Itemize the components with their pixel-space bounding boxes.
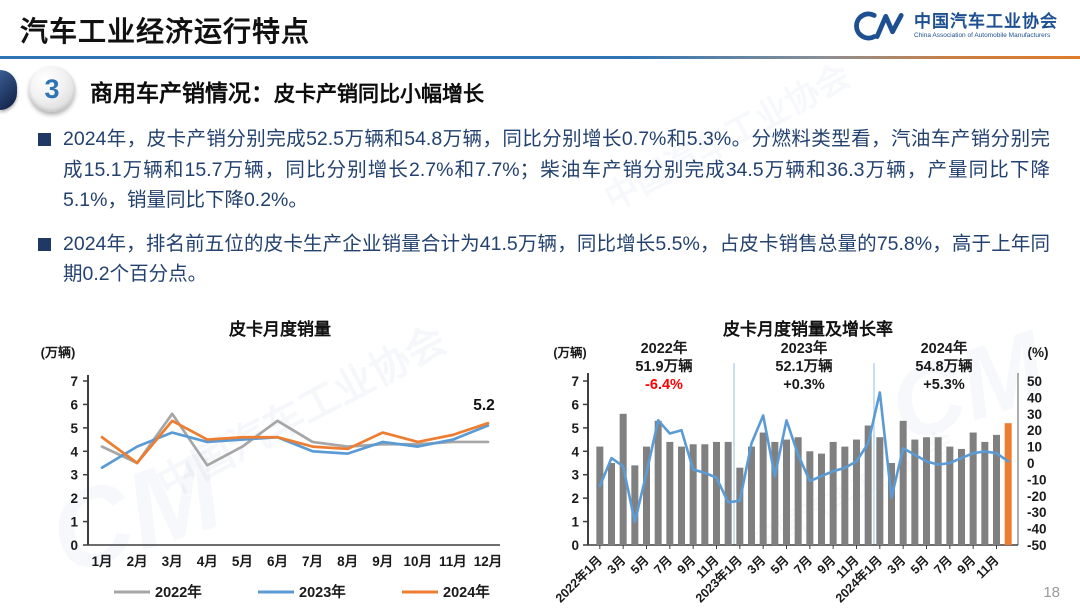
svg-text:(万辆): (万辆) <box>553 345 586 360</box>
pickup-monthly-sales-chart-canvas: 皮卡月度销量 (万辆) 0 1 2 3 4 5 6 7 1月 2月 3月 4月 5月 6月 7月 8月 9月 10月 1… <box>41 319 503 601</box>
svg-text:5.2: 5.2 <box>473 397 495 414</box>
svg-text:1: 1 <box>70 515 78 530</box>
svg-text:11月: 11月 <box>974 553 1002 581</box>
section-number-badge: 3 <box>29 66 75 112</box>
svg-text:-40: -40 <box>1027 522 1047 537</box>
section-heading-rest: 皮卡产销同比小幅增长 <box>274 83 484 106</box>
svg-text:7: 7 <box>70 374 78 389</box>
svg-text:3月: 3月 <box>885 553 909 577</box>
caam-logo: 中国汽车工业协会 China Association of Automobile… <box>854 8 1058 44</box>
section-heading: 商用车产销情况：皮卡产销同比小幅增长 <box>90 74 484 108</box>
svg-text:0: 0 <box>1027 456 1035 471</box>
bullet-text: 2024年，排名前五位的皮卡生产企业销量合计为41.5万辆，同比增长5.5%，占… <box>63 232 1050 286</box>
svg-text:1月: 1月 <box>91 554 112 569</box>
section-accent-bar <box>0 70 17 110</box>
svg-text:1: 1 <box>571 515 579 530</box>
svg-text:5: 5 <box>70 421 78 436</box>
svg-text:2024年: 2024年 <box>443 583 490 601</box>
svg-text:11月: 11月 <box>439 554 467 569</box>
svg-text:皮卡月度销量及增长率: 皮卡月度销量及增长率 <box>723 319 893 339</box>
svg-text:4: 4 <box>571 444 579 459</box>
svg-text:-6.4%: -6.4% <box>645 377 683 393</box>
svg-text:7月: 7月 <box>791 553 815 577</box>
svg-text:-20: -20 <box>1027 489 1047 504</box>
svg-text:-10: -10 <box>1027 472 1047 487</box>
page-title: 汽车工业经济运行特点 <box>20 16 311 47</box>
svg-text:2022年: 2022年 <box>641 339 688 357</box>
svg-text:5月: 5月 <box>232 554 253 569</box>
svg-text:3: 3 <box>70 468 78 483</box>
svg-text:0: 0 <box>571 538 579 553</box>
svg-text:0: 0 <box>70 538 78 553</box>
svg-text:54.8万辆: 54.8万辆 <box>915 357 973 375</box>
header-divider <box>0 56 1080 59</box>
svg-text:7月: 7月 <box>651 553 675 577</box>
svg-text:2月: 2月 <box>127 554 148 569</box>
svg-text:5: 5 <box>571 421 579 436</box>
svg-text:50: 50 <box>1027 374 1042 389</box>
svg-text:51.9万辆: 51.9万辆 <box>635 357 693 375</box>
svg-text:7月: 7月 <box>302 554 323 569</box>
svg-text:20: 20 <box>1027 423 1042 438</box>
bullet-square-icon <box>38 133 51 146</box>
svg-text:40: 40 <box>1027 390 1042 405</box>
svg-text:10月: 10月 <box>404 554 433 569</box>
svg-text:7月: 7月 <box>931 553 955 577</box>
bullet-text: 2024年，皮卡产销分别完成52.5万辆和54.8万辆，同比分别增长0.7%和5… <box>63 128 1050 212</box>
svg-text:8月: 8月 <box>337 554 358 569</box>
svg-text:7: 7 <box>571 374 579 389</box>
section-heading-prefix: 商用车产销情况： <box>90 80 274 106</box>
svg-text:6月: 6月 <box>267 554 288 569</box>
svg-text:2024年: 2024年 <box>921 339 968 357</box>
caam-logo-name-en: China Association of Automobile Manufact… <box>914 31 1051 39</box>
svg-text:-50: -50 <box>1027 538 1047 553</box>
svg-text:2022年: 2022年 <box>155 583 202 601</box>
svg-text:(%): (%) <box>1028 345 1049 360</box>
svg-text:4月: 4月 <box>197 554 218 569</box>
svg-text:2: 2 <box>70 491 78 506</box>
svg-text:3月: 3月 <box>605 553 629 577</box>
caam-logo-name-cn: 中国汽车工业协会 <box>914 11 1058 31</box>
bullet-item: 2024年，皮卡产销分别完成52.5万辆和54.8万辆，同比分别增长0.7%和5… <box>38 124 1050 216</box>
pickup-sales-growth-chart: 皮卡月度销量及增长率 (万辆) (%) 0 1 2 3 4 5 6 7 50 40 30 20 10 0 -10-… <box>540 313 1065 607</box>
svg-text:6: 6 <box>571 397 579 412</box>
pickup-monthly-sales-chart: 皮卡月度销量 (万辆) 0 1 2 3 4 5 6 7 1月 2月 3月 4月 5月 6月 7月 8月 9月 10月 1… <box>18 313 523 607</box>
svg-text:3月: 3月 <box>745 553 769 577</box>
svg-text:5月: 5月 <box>908 553 932 577</box>
svg-text:-30: -30 <box>1027 505 1047 520</box>
page-number: 18 <box>1043 584 1060 601</box>
svg-text:2023年: 2023年 <box>299 583 346 601</box>
svg-text:+5.3%: +5.3% <box>923 377 965 393</box>
svg-text:+0.3%: +0.3% <box>783 377 825 393</box>
svg-text:5月: 5月 <box>628 553 652 577</box>
svg-text:30: 30 <box>1027 407 1042 422</box>
svg-text:10: 10 <box>1027 440 1042 455</box>
svg-text:5月: 5月 <box>768 553 792 577</box>
caam-logo-icon <box>854 11 904 41</box>
bullet-list: 2024年，皮卡产销分别完成52.5万辆和54.8万辆，同比分别增长0.7%和5… <box>38 124 1050 303</box>
svg-text:皮卡月度销量: 皮卡月度销量 <box>229 319 331 339</box>
svg-text:6: 6 <box>70 397 78 412</box>
svg-text:9月: 9月 <box>372 554 393 569</box>
svg-text:4: 4 <box>70 444 78 459</box>
svg-text:3月: 3月 <box>162 554 183 569</box>
bullet-square-icon <box>38 237 51 251</box>
section-number: 3 <box>44 73 60 104</box>
svg-text:52.1万辆: 52.1万辆 <box>775 357 833 375</box>
bullet-item: 2024年，排名前五位的皮卡生产企业销量合计为41.5万辆，同比增长5.5%，占… <box>38 229 1050 290</box>
svg-text:(万辆): (万辆) <box>41 345 76 360</box>
svg-text:3: 3 <box>571 468 579 483</box>
svg-text:12月: 12月 <box>474 554 503 569</box>
svg-text:2022年1月: 2022年1月 <box>552 553 605 606</box>
svg-text:2023年: 2023年 <box>781 339 828 357</box>
svg-text:2: 2 <box>571 491 579 506</box>
